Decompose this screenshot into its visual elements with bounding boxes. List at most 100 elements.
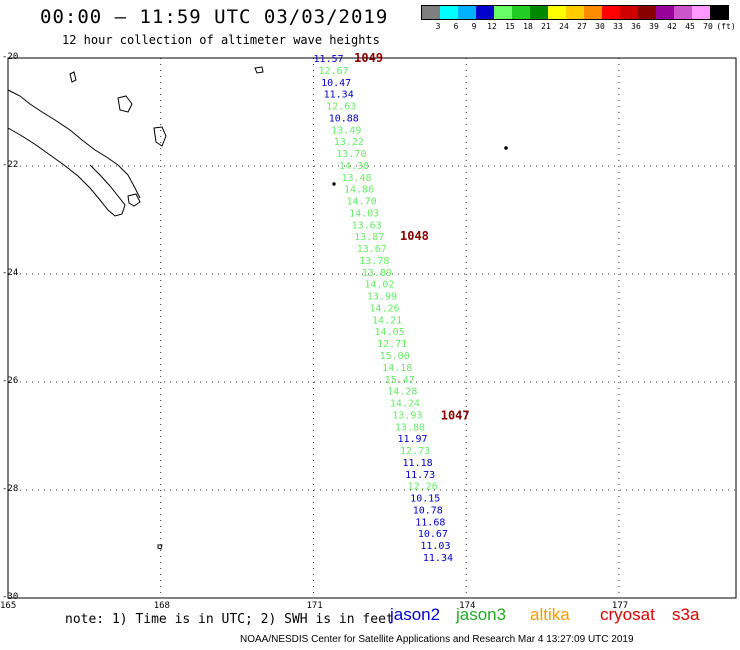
scale-swatch [656, 6, 674, 19]
legend-altika: altika [530, 605, 570, 624]
swh-value: 14.24 [390, 399, 420, 410]
islet-dot-central [332, 182, 336, 186]
swh-value: 13.48 [341, 173, 371, 184]
swh-value: 13.89 [362, 268, 392, 279]
scale-swatch [440, 6, 458, 19]
coastline-islet-small [69, 71, 77, 83]
coastlines [7, 66, 508, 550]
swh-value: 15.00 [380, 351, 410, 362]
swh-value: 10.88 [329, 113, 359, 124]
scale-swatch [548, 6, 566, 19]
hour-marker: 1047 [441, 408, 470, 422]
swh-value: 13.93 [392, 410, 422, 421]
coastline-new-caledonia-south [7, 127, 126, 217]
scale-label: 70 [703, 22, 713, 31]
coastline-new-caledonia-north [7, 89, 141, 199]
swh-value: 12.63 [326, 102, 356, 113]
swh-value: 13.67 [357, 244, 387, 255]
scale-label: 45 [685, 22, 695, 31]
swh-value: 10.67 [418, 529, 448, 540]
scale-label: 12 [487, 22, 497, 31]
coastline-islet-south [157, 544, 163, 550]
swh-value: 14.70 [347, 197, 377, 208]
scale-label: 6 [453, 22, 459, 31]
longitude-label: 168 [153, 601, 170, 611]
swh-value: 11.57 [313, 54, 343, 65]
swh-value: 10.15 [410, 494, 440, 505]
scale-label: 42 [667, 22, 677, 31]
swh-value: 13.70 [336, 149, 366, 160]
footer-credit: NOAA/NESDIS Center for Satellite Applica… [240, 634, 634, 645]
scale-swatch [692, 6, 710, 19]
swh-value: 14.28 [387, 387, 417, 398]
swh-value: 11.34 [324, 90, 354, 101]
swh-value: 11.03 [420, 541, 450, 552]
swh-value: 11.73 [405, 470, 435, 481]
scale-swatch [584, 6, 602, 19]
latitude-label: -24 [2, 268, 19, 278]
latitude-label: -20 [2, 52, 19, 62]
swh-value: 11.34 [423, 553, 453, 564]
scale-swatch [494, 6, 512, 19]
swh-value: 14.05 [375, 327, 405, 338]
swh-value: 12.26 [408, 482, 438, 493]
latitude-label: -30 [2, 592, 19, 602]
scale-label: 36 [631, 22, 641, 31]
satellite-track: 11.5712.6710.4711.3412.6310.8813.4913.22… [313, 54, 453, 564]
scale-swatch [602, 6, 620, 19]
coastline-mare [127, 193, 141, 207]
scale-label: 30 [595, 22, 605, 31]
scale-swatch [620, 6, 638, 19]
swh-value: 14.26 [369, 303, 399, 314]
swh-value: 14.03 [349, 208, 379, 219]
swh-value: 10.78 [413, 505, 443, 516]
color-scale-labels: 3 6 9 12 15 18 21 24 27 30 33 36 39 42 45 70 (ft) [421, 20, 736, 32]
wave-height-color-scale: 3 6 9 12 15 18 21 24 27 30 33 36 39 42 45 70 (ft) [421, 5, 736, 32]
longitude-label: 174 [459, 601, 476, 611]
map-title: 00:00 – 11:59 UTC 03/03/2019 [40, 6, 389, 28]
scale-swatch [512, 6, 530, 19]
hour-marker: 1048 [400, 229, 429, 243]
scale-swatch [674, 6, 692, 19]
swh-value: 13.63 [352, 220, 382, 231]
swh-value: 10.47 [321, 78, 351, 89]
swh-value: 14.02 [364, 280, 394, 291]
map-border [7, 57, 737, 599]
scale-label: 27 [577, 22, 587, 31]
swh-value: 14.38 [339, 161, 369, 172]
color-scale-swatches [421, 5, 729, 20]
longitude-label: 171 [306, 601, 323, 611]
scale-swatch [530, 6, 548, 19]
latitude-label: -22 [2, 160, 19, 170]
swh-value: 13.78 [359, 256, 389, 267]
coastline-islet-north [254, 66, 264, 74]
longitude-label: 165 [0, 601, 17, 611]
scale-label: (ft) [716, 22, 736, 31]
longitude-label: 177 [611, 601, 629, 611]
graticule [8, 57, 736, 599]
scale-label: 24 [559, 22, 569, 31]
scale-label: 33 [613, 22, 623, 31]
legend-cryosat: cryosat [600, 605, 655, 624]
swh-value: 15.47 [385, 375, 415, 386]
swh-value: 12.73 [400, 446, 430, 457]
swh-value: 11.18 [403, 458, 433, 469]
swh-value: 11.68 [415, 517, 445, 528]
hour-markers: 1049 1048 1047 [354, 51, 469, 422]
scale-swatch [638, 6, 656, 19]
scale-label: 39 [649, 22, 659, 31]
scale-label: 18 [523, 22, 533, 31]
swh-value: 11.97 [397, 434, 427, 445]
scale-label: 21 [541, 22, 551, 31]
swh-value: 13.88 [395, 422, 425, 433]
swh-value: 12.71 [377, 339, 407, 350]
swh-value: 14.18 [382, 363, 412, 374]
legend-jason3: jason3 [456, 605, 507, 624]
islet-dot-east [504, 146, 508, 150]
swh-value: 13.87 [354, 232, 384, 243]
hour-marker: 1049 [354, 51, 383, 65]
swh-value: 13.99 [367, 292, 397, 303]
swh-value: 13.22 [334, 137, 364, 148]
scale-label: 9 [471, 22, 477, 31]
